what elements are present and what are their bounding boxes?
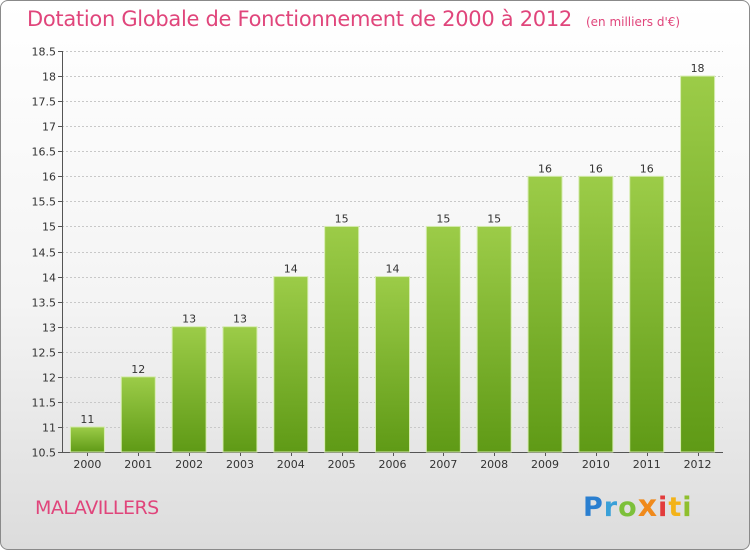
proxiti-logo: Proxiti xyxy=(583,489,693,524)
y-tick-label: 13.5 xyxy=(32,297,57,310)
x-tick-label: 2001 xyxy=(124,458,152,471)
x-tick-label: 2011 xyxy=(633,458,661,471)
x-tick-label: 2008 xyxy=(480,458,508,471)
x-tick-label: 2002 xyxy=(175,458,203,471)
bar xyxy=(120,376,156,453)
bar-value-label: 12 xyxy=(131,363,145,376)
logo-letter: r xyxy=(603,492,619,523)
bar-value-label: 15 xyxy=(487,212,501,225)
x-tick-label: 2012 xyxy=(684,458,712,471)
y-tick-label: 18 xyxy=(42,71,56,84)
bar-value-label: 15 xyxy=(335,212,349,225)
y-tick-label: 12 xyxy=(42,372,56,385)
y-tick-label: 14.5 xyxy=(32,247,57,260)
y-tick-label: 12.5 xyxy=(32,347,57,360)
title-unit: (en milliers d'€) xyxy=(585,15,681,29)
y-tick-label: 17.5 xyxy=(32,96,57,109)
x-tick-label: 2005 xyxy=(328,458,356,471)
y-tick-label: 13 xyxy=(42,322,56,335)
logo-letter: o xyxy=(618,492,638,523)
x-tick-label: 2009 xyxy=(531,458,559,471)
y-tick-label: 10.5 xyxy=(32,447,57,460)
logo-letter: t xyxy=(668,492,683,523)
bar xyxy=(222,326,258,453)
bar-value-label: 11 xyxy=(80,413,94,426)
x-tick-label: 2006 xyxy=(379,458,407,471)
commune-name: MALAVILLERS xyxy=(35,497,159,519)
title-text: Dotation Globale de Fonctionnement de 20… xyxy=(27,7,572,31)
labels: 10.5 11 11.5 12 12.5 13 13.5 14 14.5 15 15.5 16 16.5… xyxy=(32,46,712,472)
bar-value-label: 16 xyxy=(538,162,552,175)
bars xyxy=(69,75,716,453)
y-tick-label: 16 xyxy=(42,171,56,184)
bar-value-label: 15 xyxy=(436,212,450,225)
bar xyxy=(425,225,461,453)
y-tick-label: 18.5 xyxy=(32,46,57,59)
bar xyxy=(324,225,360,453)
bar xyxy=(578,175,614,453)
bar-value-label: 13 xyxy=(233,313,247,326)
bar xyxy=(629,175,665,453)
logo-letter: x xyxy=(637,489,659,524)
y-tick-label: 14 xyxy=(42,272,56,285)
bar-value-label: 18 xyxy=(691,62,705,75)
x-tick-label: 2004 xyxy=(277,458,305,471)
y-tick-label: 16.5 xyxy=(32,146,57,159)
bar xyxy=(375,276,410,453)
bar xyxy=(273,276,309,453)
bar-value-label: 16 xyxy=(640,162,654,175)
bar xyxy=(527,175,563,453)
y-tick-label: 17 xyxy=(42,121,56,134)
y-tick-label: 15 xyxy=(42,221,56,234)
bar xyxy=(171,326,207,453)
bar-value-label: 16 xyxy=(589,162,603,175)
x-tick-label: 2010 xyxy=(582,458,610,471)
bar xyxy=(476,225,512,453)
logo-letter: i xyxy=(658,492,669,523)
bar xyxy=(69,426,105,453)
bar xyxy=(680,75,716,453)
chart-title: Dotation Globale de Fonctionnement de 20… xyxy=(27,7,680,31)
y-tick-label: 15.5 xyxy=(32,196,57,209)
y-tick-label: 11.5 xyxy=(32,397,57,410)
x-tick-label: 2003 xyxy=(226,458,254,471)
bar-value-label: 14 xyxy=(284,263,298,276)
x-tick-label: 2000 xyxy=(73,458,101,471)
bar-value-label: 14 xyxy=(386,263,400,276)
x-tick-label: 2007 xyxy=(429,458,457,471)
logo-letter: i xyxy=(682,492,693,523)
logo-letter: P xyxy=(583,492,604,523)
bar-value-label: 13 xyxy=(182,313,196,326)
y-tick-label: 11 xyxy=(42,422,56,435)
